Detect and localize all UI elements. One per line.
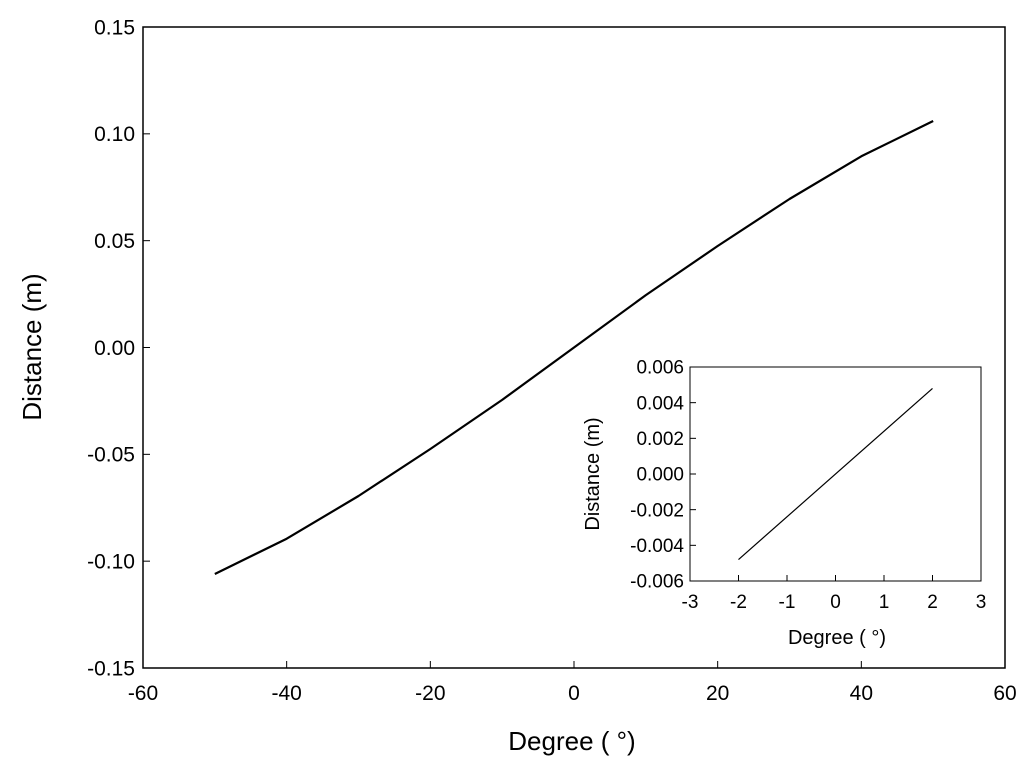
main-y-tick-label: 0.05 — [94, 230, 135, 253]
main-x-tick-label: 0 — [568, 682, 580, 705]
main-x-tick-label: -40 — [271, 682, 301, 705]
inset-chart: -3 -2 -1 0 1 2 3 -0.006 -0.004 -0.002 0.000 0.002 0… — [582, 358, 986, 649]
main-x-tick-label: -20 — [415, 682, 445, 705]
main-y-tick-label: -0.05 — [87, 444, 135, 467]
inset-x-axis: -3 -2 -1 0 1 2 3 — [682, 575, 987, 613]
inset-y-tick-label: 0.006 — [636, 358, 684, 379]
inset-y-tick-label: 0.002 — [636, 429, 684, 450]
main-y-tick-label: 0.00 — [94, 337, 135, 360]
main-x-tick-label: 20 — [706, 682, 729, 705]
inset-y-tick-label: 0.000 — [636, 465, 684, 486]
inset-x-tick-label: -1 — [779, 592, 796, 613]
main-y-tick-label: -0.10 — [87, 551, 135, 574]
inset-y-axis-label: Distance (m) — [582, 417, 604, 530]
inset-y-tick-label: -0.004 — [630, 536, 684, 557]
inset-series-line — [738, 387, 933, 561]
inset-x-tick-label: -2 — [730, 592, 747, 613]
main-y-axis-label: Distance (m) — [17, 273, 47, 420]
main-y-tick-label: 0.10 — [94, 123, 135, 146]
main-series-line — [214, 120, 934, 575]
main-y-tick-label: -0.15 — [87, 657, 135, 680]
main-y-axis: -0.15 -0.10 -0.05 0.00 0.05 0.10 0.15 — [87, 16, 150, 680]
main-series-group — [214, 120, 934, 575]
inset-x-tick-label: 2 — [927, 592, 938, 613]
main-y-tick-label: 0.15 — [94, 16, 135, 39]
inset-x-axis-label: Degree ( °) — [788, 627, 886, 649]
inset-y-tick-label: -0.002 — [630, 500, 684, 521]
inset-y-tick-label: -0.006 — [630, 572, 684, 593]
inset-x-tick-label: 0 — [830, 592, 841, 613]
main-x-tick-label: 40 — [850, 682, 873, 705]
main-x-tick-label: -60 — [128, 682, 158, 705]
main-x-axis-label: Degree ( °) — [508, 726, 635, 756]
inset-x-tick-label: 1 — [879, 592, 890, 613]
inset-x-tick-label: 3 — [976, 592, 987, 613]
inset-y-tick-label: 0.004 — [636, 393, 684, 414]
main-x-axis: -60 -40 -20 0 20 40 60 — [128, 661, 1017, 705]
inset-x-tick-label: -3 — [682, 592, 699, 613]
inset-series-group — [738, 387, 933, 561]
inset-y-axis: -0.006 -0.004 -0.002 0.000 0.002 0.004 0.006 — [630, 358, 696, 593]
main-chart: -60 -40 -20 0 20 40 60 -0.15-0.10-0.050.000.05… — [17, 16, 1017, 756]
main-x-tick-label: 60 — [993, 682, 1016, 705]
